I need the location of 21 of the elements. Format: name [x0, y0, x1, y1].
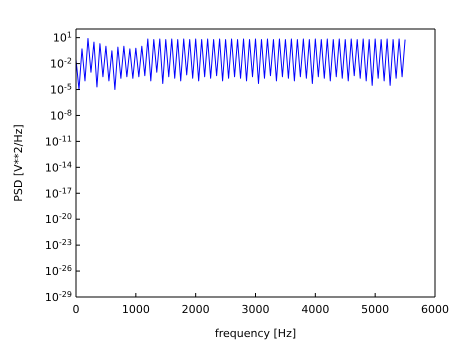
line-series — [76, 38, 406, 90]
y-axis-title: PSD [V**2/Hz] — [12, 124, 25, 202]
y-tick-label: 10$^{-2}$ — [50, 56, 72, 71]
y-tick-label: 10$^{-23}$ — [44, 238, 72, 252]
y-tick-label: 10$^{-20}$ — [44, 212, 72, 226]
y-tick-label: 10$^{1}$ — [52, 30, 72, 45]
y-tick-label: 10$^{-14}$ — [44, 160, 72, 174]
y-tick-label: 10$^{-11}$ — [44, 134, 72, 148]
x-tick-label: 3000 — [242, 302, 270, 316]
x-tick-label: 1000 — [122, 302, 150, 316]
x-tick-label: 2000 — [182, 302, 210, 316]
x-tick-label: 0 — [72, 302, 80, 316]
y-tick-label: 10$^{-17}$ — [44, 186, 72, 200]
y-tick-label: 10$^{-29}$ — [44, 290, 72, 304]
y-tick-label: 10$^{-8}$ — [50, 108, 72, 122]
x-tick-label: 4000 — [301, 302, 330, 316]
y-tick-label: 10$^{-5}$ — [50, 82, 72, 97]
y-tick-label: 10$^{-26}$ — [44, 264, 72, 278]
x-axis-title: frequency [Hz] — [214, 326, 296, 340]
x-tick-label: 6000 — [421, 302, 449, 316]
x-tick-label: 5000 — [361, 302, 390, 316]
